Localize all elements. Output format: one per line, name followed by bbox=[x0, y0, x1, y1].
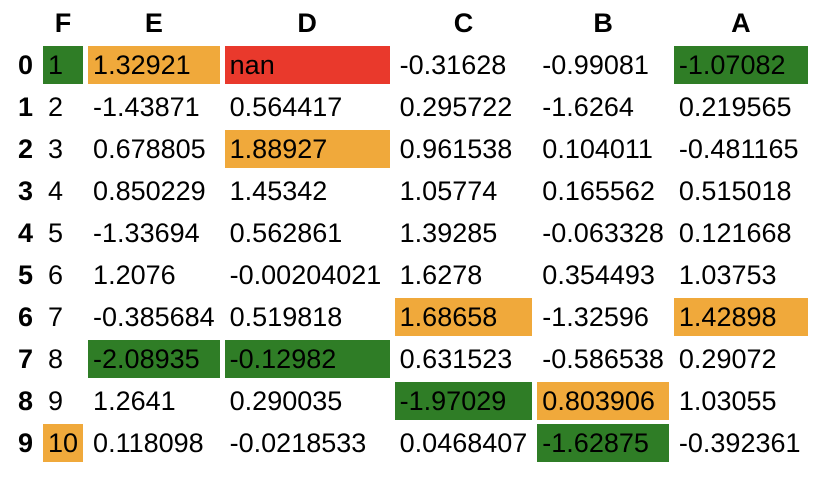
table-cell: 0.515018 bbox=[678, 176, 792, 206]
row-index: 8 bbox=[17, 386, 33, 416]
row-index: 3 bbox=[17, 176, 33, 206]
table-cell: -1.62875 bbox=[537, 424, 669, 462]
table-cell: 0.219565 bbox=[678, 92, 792, 122]
table-cell: 0.165562 bbox=[542, 176, 655, 206]
table-cell: 0.678805 bbox=[93, 134, 206, 164]
table-cell: 1.03055 bbox=[678, 386, 777, 416]
table-body: 0 1 1.32921 nan -0.31628 -0.99081 -1.07082 1 2 -1… bbox=[5, 46, 808, 462]
table-cell: -0.063328 bbox=[542, 218, 664, 248]
table-cell: 0.961538 bbox=[399, 134, 513, 164]
column-header-C: C bbox=[453, 8, 474, 38]
row-index: 5 bbox=[17, 260, 33, 290]
table-cell: 0.290035 bbox=[229, 386, 343, 416]
table-cell: 0.631523 bbox=[399, 344, 513, 374]
table-cell: 4 bbox=[48, 176, 64, 206]
table-cell: -0.0218533 bbox=[229, 428, 367, 458]
table-cell: -1.33694 bbox=[93, 218, 200, 248]
table-cell: -1.07082 bbox=[673, 46, 808, 84]
table-cell: 1.39285 bbox=[399, 218, 498, 248]
table-cell: 0.121668 bbox=[678, 218, 792, 248]
index-corner-header bbox=[5, 4, 38, 42]
table-row: 8 9 1.2641 0.290035 -1.97029 0.803906 1.03055 bbox=[5, 382, 808, 420]
column-header-E: E bbox=[144, 8, 163, 38]
row-index: 0 bbox=[17, 50, 33, 80]
table-cell: 0.295722 bbox=[399, 92, 513, 122]
table-cell: 1.42898 bbox=[673, 298, 808, 336]
row-index: 1 bbox=[17, 92, 33, 122]
table-cell: -0.12982 bbox=[224, 340, 390, 378]
table-row: 7 8 -2.08935 -0.12982 0.631523 -0.586538 0.290… bbox=[5, 340, 808, 378]
table-cell: -1.43871 bbox=[93, 92, 200, 122]
table-cell: 0.29072 bbox=[678, 344, 777, 374]
table-cell: 1.32921 bbox=[88, 46, 220, 84]
table-cell: -1.6264 bbox=[542, 92, 634, 122]
table-cell: -0.31628 bbox=[399, 50, 507, 80]
table-cell: 1.6278 bbox=[399, 260, 483, 290]
table-cell: 1.68658 bbox=[394, 298, 533, 336]
table-cell: 1.2076 bbox=[93, 260, 176, 290]
table-cell: 1.88927 bbox=[224, 130, 390, 168]
table-row: 4 5 -1.33694 0.562861 1.39285 -0.063328 0.1216… bbox=[5, 214, 808, 252]
table-cell: 0.0468407 bbox=[399, 428, 528, 458]
table-cell: 0.519818 bbox=[229, 302, 343, 332]
table-cell: 1.45342 bbox=[229, 176, 328, 206]
table-cell: 6 bbox=[48, 260, 64, 290]
table-cell: 0.850229 bbox=[93, 176, 206, 206]
table-cell: 0.564417 bbox=[229, 92, 343, 122]
table-cell: 0.803906 bbox=[537, 382, 669, 420]
table-cell: 0.118098 bbox=[93, 428, 204, 458]
table-row: 1 2 -1.43871 0.564417 0.295722 -1.6264 0.21956… bbox=[5, 88, 808, 126]
row-index: 4 bbox=[17, 218, 33, 248]
row-index: 6 bbox=[17, 302, 33, 332]
table-cell: 10 bbox=[43, 424, 84, 462]
table-row: 0 1 1.32921 nan -0.31628 -0.99081 -1.07082 bbox=[5, 46, 808, 84]
table-cell: -0.385684 bbox=[93, 302, 215, 332]
column-header-B: B bbox=[593, 8, 613, 38]
table-cell: -0.586538 bbox=[542, 344, 664, 374]
table-cell: -1.97029 bbox=[394, 382, 533, 420]
table-cell: 9 bbox=[48, 386, 64, 416]
column-header-F: F bbox=[54, 8, 72, 38]
table-row: 3 4 0.850229 1.45342 1.05774 0.165562 0.515018 bbox=[5, 172, 808, 210]
table-cell: -0.481165 bbox=[678, 134, 799, 164]
table-cell: -0.00204021 bbox=[229, 260, 382, 290]
table-cell: -1.32596 bbox=[542, 302, 649, 332]
table-cell: 1.03753 bbox=[678, 260, 777, 290]
table-cell: 2 bbox=[48, 92, 64, 122]
row-index: 7 bbox=[17, 344, 33, 374]
row-index: 2 bbox=[17, 134, 33, 164]
row-index: 9 bbox=[17, 428, 33, 458]
table-cell: 5 bbox=[48, 218, 64, 248]
table-cell: 3 bbox=[48, 134, 64, 164]
table-row: 2 3 0.678805 1.88927 0.961538 0.104011 -0.4811… bbox=[5, 130, 808, 168]
table-cell: 7 bbox=[48, 302, 64, 332]
table-cell: -2.08935 bbox=[88, 340, 220, 378]
table-cell: -0.99081 bbox=[542, 50, 649, 80]
table-row: 5 6 1.2076 -0.00204021 1.6278 0.354493 1.03753 bbox=[5, 256, 808, 294]
table-cell: 0.562861 bbox=[229, 218, 343, 248]
column-header-D: D bbox=[297, 8, 317, 38]
table-cell: nan bbox=[224, 46, 390, 84]
table-row: 9 10 0.118098 -0.0218533 0.0468407 -1.62875 -0… bbox=[5, 424, 808, 462]
table-cell: 1.2641 bbox=[93, 386, 176, 416]
table-cell: -0.392361 bbox=[678, 428, 801, 458]
table-cell: 0.104011 bbox=[542, 134, 653, 164]
column-header-A: A bbox=[731, 8, 751, 38]
table-cell: 1 bbox=[43, 46, 84, 84]
table-row: 6 7 -0.385684 0.519818 1.68658 -1.32596 1.4289… bbox=[5, 298, 808, 336]
table-cell: 8 bbox=[48, 344, 64, 374]
table-cell: 0.354493 bbox=[542, 260, 655, 290]
table-cell: 1.05774 bbox=[399, 176, 498, 206]
